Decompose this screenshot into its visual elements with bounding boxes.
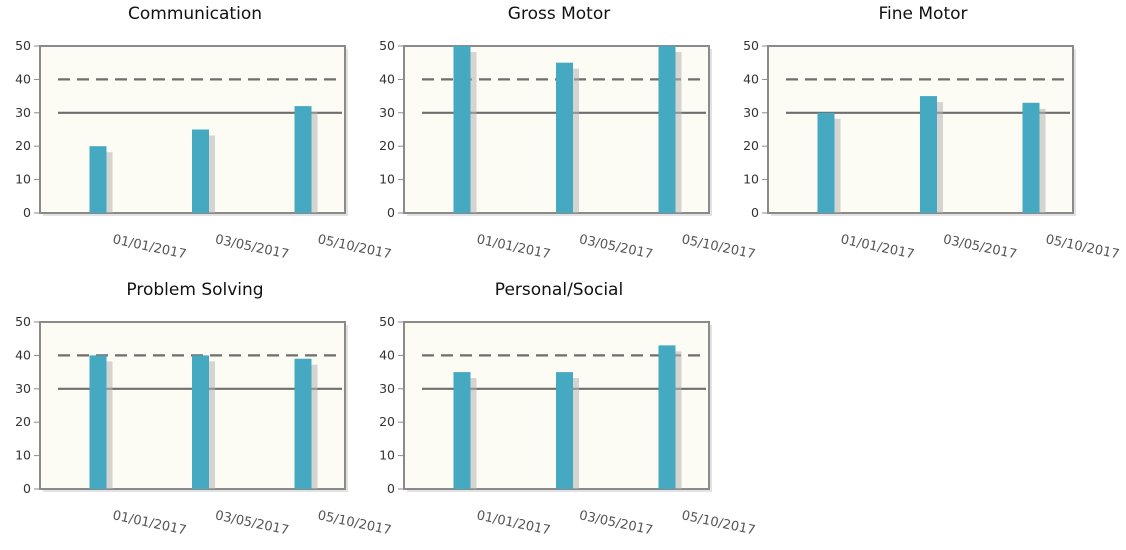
y-tick-label: 40 bbox=[743, 71, 759, 86]
y-tick-label: 0 bbox=[23, 481, 31, 496]
bar bbox=[89, 355, 107, 489]
bar bbox=[453, 46, 471, 213]
chart-communication: Communication 0 10 20 30 40 50 01/01/2017 03/05… bbox=[0, 4, 392, 274]
bar bbox=[658, 46, 676, 213]
x-tick-label: 01/01/2017 bbox=[111, 508, 187, 538]
y-tick-label: 20 bbox=[15, 414, 31, 429]
y-tick-label: 10 bbox=[379, 448, 395, 463]
y-tick-label: 20 bbox=[15, 138, 31, 153]
bar bbox=[817, 112, 835, 213]
bar bbox=[658, 345, 676, 489]
chart-title: Problem Solving bbox=[126, 280, 264, 300]
y-tick-label: 40 bbox=[15, 347, 31, 362]
chart-gross-motor: Gross Motor 0 10 20 30 40 50 01/01/2017 03/05/2… bbox=[364, 4, 756, 274]
x-tick-label: 03/05/2017 bbox=[214, 508, 290, 538]
x-tick-label: 03/05/2017 bbox=[214, 232, 290, 262]
y-tick-label: 20 bbox=[379, 414, 395, 429]
chart-problem-solving: Problem Solving 0 10 20 30 40 50 01/01/2017 03/… bbox=[0, 280, 392, 550]
chart-title: Fine Motor bbox=[878, 4, 968, 24]
bar bbox=[294, 106, 312, 213]
y-tick-label: 30 bbox=[379, 105, 395, 120]
y-tick-label: 30 bbox=[743, 105, 759, 120]
y-tick-label: 50 bbox=[743, 38, 759, 53]
bar bbox=[453, 372, 471, 489]
x-tick-label: 01/01/2017 bbox=[475, 508, 551, 538]
y-tick-label: 10 bbox=[15, 172, 31, 187]
y-tick-label: 10 bbox=[379, 172, 395, 187]
x-tick-label: 05/10/2017 bbox=[680, 508, 756, 538]
bar bbox=[89, 146, 107, 213]
x-tick-label: 03/05/2017 bbox=[578, 508, 654, 538]
x-tick-label: 01/01/2017 bbox=[475, 232, 551, 262]
y-tick-label: 40 bbox=[15, 71, 31, 86]
y-tick-label: 20 bbox=[379, 138, 395, 153]
x-tick-label: 05/10/2017 bbox=[1044, 232, 1120, 262]
chart-plot: 0 10 20 30 40 50 01/01/2017 03/05/2017 05/10/201… bbox=[743, 38, 1120, 262]
y-tick-label: 20 bbox=[743, 138, 759, 153]
y-tick-label: 10 bbox=[15, 448, 31, 463]
x-tick-label: 03/05/2017 bbox=[578, 232, 654, 262]
y-tick-label: 30 bbox=[379, 381, 395, 396]
y-tick-label: 40 bbox=[379, 71, 395, 86]
bar bbox=[556, 62, 573, 214]
y-tick-label: 0 bbox=[387, 205, 395, 220]
y-tick-label: 50 bbox=[15, 314, 31, 329]
y-tick-label: 0 bbox=[387, 481, 395, 496]
chart-title: Personal/Social bbox=[494, 280, 624, 300]
bar bbox=[192, 355, 209, 489]
y-tick-label: 0 bbox=[751, 205, 759, 220]
bar bbox=[294, 358, 312, 489]
bar bbox=[192, 129, 209, 213]
y-tick-label: 50 bbox=[15, 38, 31, 53]
y-tick-label: 40 bbox=[379, 347, 395, 362]
bar bbox=[556, 372, 573, 489]
chart-title: Gross Motor bbox=[507, 4, 611, 24]
x-tick-label: 01/01/2017 bbox=[111, 232, 187, 262]
y-tick-label: 50 bbox=[379, 38, 395, 53]
chart-title: Communication bbox=[128, 4, 262, 24]
chart-fine-motor: Fine Motor 0 10 20 30 40 50 01/01/2017 03/05/20… bbox=[728, 4, 1120, 274]
bar bbox=[920, 96, 937, 213]
y-tick-label: 30 bbox=[15, 105, 31, 120]
chart-plot: 0 10 20 30 40 50 01/01/2017 03/05/2017 05/10/201… bbox=[379, 314, 756, 538]
bar bbox=[1022, 102, 1040, 213]
y-tick-label: 0 bbox=[23, 205, 31, 220]
chart-personal-social: Personal/Social 0 10 20 30 40 50 01/01/2017 03/… bbox=[364, 280, 756, 550]
y-tick-label: 50 bbox=[379, 314, 395, 329]
y-tick-label: 10 bbox=[743, 172, 759, 187]
x-tick-label: 01/01/2017 bbox=[839, 232, 915, 262]
x-tick-label: 03/05/2017 bbox=[942, 232, 1018, 262]
y-tick-label: 30 bbox=[15, 381, 31, 396]
